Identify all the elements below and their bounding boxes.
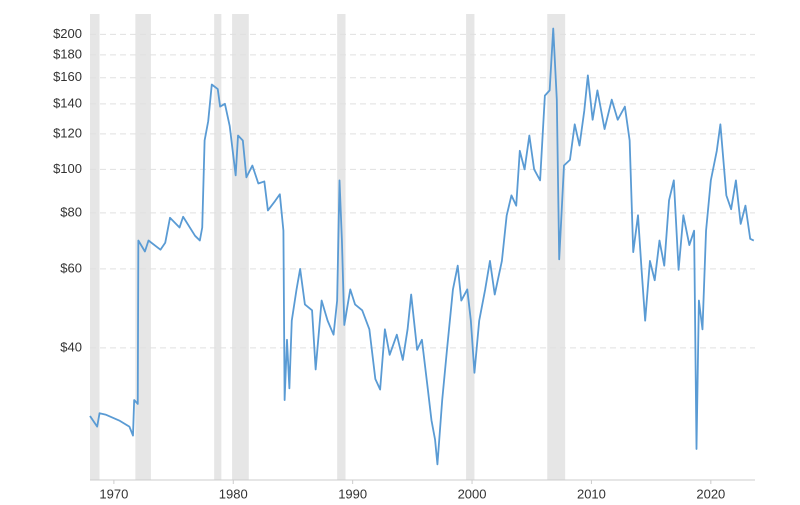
y-tick-label: $40 bbox=[60, 339, 82, 354]
recession-band bbox=[214, 14, 222, 480]
y-tick-label: $120 bbox=[53, 125, 82, 140]
x-tick-label: 1970 bbox=[99, 486, 128, 501]
recession-band bbox=[90, 14, 100, 480]
recession-band bbox=[547, 14, 566, 480]
y-tick-label: $180 bbox=[53, 46, 82, 61]
x-tick-label: 1980 bbox=[219, 486, 248, 501]
y-tick-label: $100 bbox=[53, 161, 82, 176]
price-line bbox=[89, 27, 755, 466]
x-tick-label: 2000 bbox=[458, 486, 487, 501]
recession-band bbox=[232, 14, 249, 480]
y-tick-label: $60 bbox=[60, 260, 82, 275]
y-tick-label: $140 bbox=[53, 95, 82, 110]
x-tick-label: 1990 bbox=[338, 486, 367, 501]
x-tick-label: 2010 bbox=[577, 486, 606, 501]
y-tick-label: $200 bbox=[53, 26, 82, 41]
y-tick-label: $80 bbox=[60, 204, 82, 219]
x-tick-label: 2020 bbox=[696, 486, 725, 501]
y-tick-label: $160 bbox=[53, 69, 82, 84]
recession-band bbox=[466, 14, 475, 480]
